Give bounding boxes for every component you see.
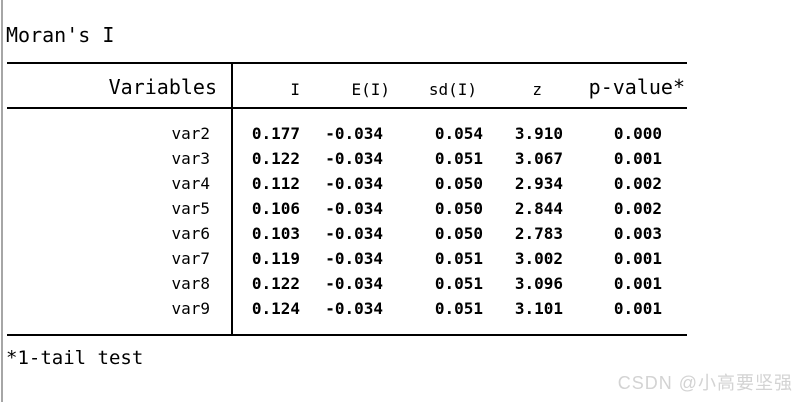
cell-p-value: 0.003 (613, 224, 662, 243)
cell-sd-i: 0.050 (434, 174, 483, 193)
cell-e-i: -0.034 (325, 224, 383, 243)
cell-z: 2.844 (514, 199, 563, 218)
page-title: Moran's I (6, 23, 115, 47)
cell-e-i: -0.034 (325, 199, 383, 218)
cell-variable: var4 (171, 174, 210, 193)
cell-z: 3.002 (514, 249, 563, 268)
cell-sd-i: 0.051 (434, 149, 483, 168)
header-i: I (290, 80, 300, 99)
table-row: var7 0.119 -0.034 0.051 3.002 0.001 (7, 246, 687, 271)
cell-z: 2.783 (514, 224, 563, 243)
header-z: z (532, 80, 542, 99)
cell-p-value: 0.001 (613, 299, 662, 318)
header-e-i: E(I) (351, 80, 390, 99)
cell-p-value: 0.001 (613, 249, 662, 268)
cell-i: 0.106 (251, 199, 300, 218)
cell-z: 3.096 (514, 274, 563, 293)
table-row: var4 0.112 -0.034 0.050 2.934 0.002 (7, 171, 687, 196)
cell-variable: var7 (171, 249, 210, 268)
cell-i: 0.119 (251, 249, 300, 268)
cell-sd-i: 0.051 (434, 249, 483, 268)
header-variables: Variables (108, 75, 217, 99)
cell-variable: var8 (171, 274, 210, 293)
watermark: CSDN @小高要坚强 (617, 373, 793, 393)
cell-e-i: -0.034 (325, 174, 383, 193)
cell-e-i: -0.034 (325, 124, 383, 143)
table-row: var5 0.106 -0.034 0.050 2.844 0.002 (7, 196, 687, 221)
cell-z: 2.934 (514, 174, 563, 193)
header-sd-i: sd(I) (428, 80, 477, 99)
cell-variable: var6 (171, 224, 210, 243)
table-row: var8 0.122 -0.034 0.051 3.096 0.001 (7, 271, 687, 296)
table-row: var6 0.103 -0.034 0.050 2.783 0.003 (7, 221, 687, 246)
table-row: var2 0.177 -0.034 0.054 3.910 0.000 (7, 121, 687, 146)
table-row: var3 0.122 -0.034 0.051 3.067 0.001 (7, 146, 687, 171)
table-body: var2 0.177 -0.034 0.054 3.910 0.000 var3… (7, 109, 687, 334)
footnote: *1-tail test (6, 347, 144, 369)
cell-i: 0.112 (251, 174, 300, 193)
cell-p-value: 0.002 (613, 199, 662, 218)
cell-sd-i: 0.051 (434, 299, 483, 318)
cell-variable: var2 (171, 124, 210, 143)
cell-e-i: -0.034 (325, 299, 383, 318)
cell-variable: var3 (171, 149, 210, 168)
cell-sd-i: 0.050 (434, 224, 483, 243)
cell-e-i: -0.034 (325, 274, 383, 293)
table-column-divider (231, 62, 233, 336)
table-row: var9 0.124 -0.034 0.051 3.101 0.001 (7, 296, 687, 321)
cell-e-i: -0.034 (325, 149, 383, 168)
cell-variable: var5 (171, 199, 210, 218)
cell-i: 0.122 (251, 274, 300, 293)
cell-i: 0.124 (251, 299, 300, 318)
cell-z: 3.067 (514, 149, 563, 168)
results-table: Variables I E(I) sd(I) z p-value* var2 0… (7, 62, 687, 336)
cell-z: 3.101 (514, 299, 563, 318)
header-p-value: p-value* (588, 75, 685, 99)
cell-z: 3.910 (514, 124, 563, 143)
cell-variable: var9 (171, 299, 210, 318)
cell-i: 0.103 (251, 224, 300, 243)
cell-i: 0.122 (251, 149, 300, 168)
cell-p-value: 0.001 (613, 274, 662, 293)
window-left-edge (1, 0, 3, 402)
cell-sd-i: 0.051 (434, 274, 483, 293)
cell-sd-i: 0.054 (434, 124, 483, 143)
table-header-row: Variables I E(I) sd(I) z p-value* (7, 64, 687, 109)
cell-p-value: 0.000 (613, 124, 662, 143)
cell-sd-i: 0.050 (434, 199, 483, 218)
cell-i: 0.177 (251, 124, 300, 143)
cell-e-i: -0.034 (325, 249, 383, 268)
cell-p-value: 0.001 (613, 149, 662, 168)
cell-p-value: 0.002 (613, 174, 662, 193)
